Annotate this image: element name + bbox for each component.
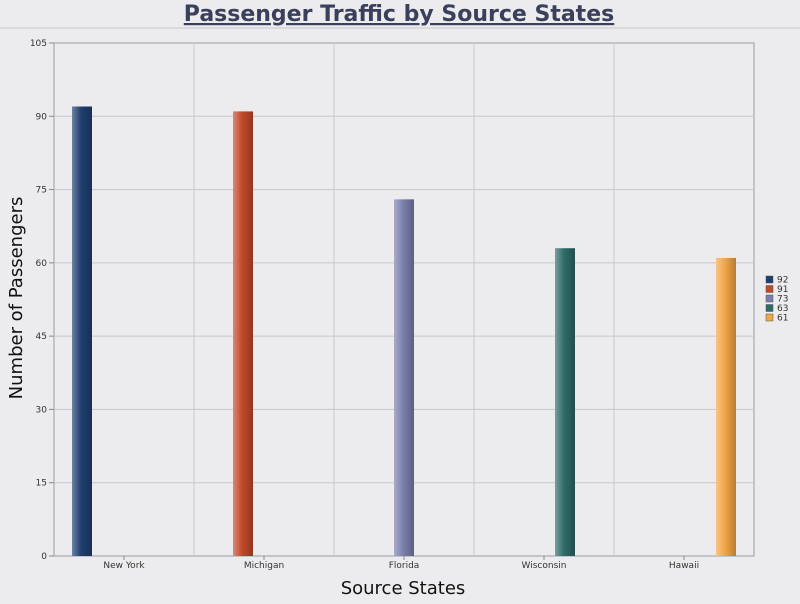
- y-tick-label: 105: [30, 39, 47, 49]
- legend-label: 63: [777, 304, 788, 314]
- legend-label: 91: [777, 285, 788, 295]
- legend-swatch: [765, 294, 774, 303]
- x-axis-ticks: New York Michigan Florida Wisconsin Hawaii: [103, 556, 699, 571]
- x-tick-label: New York: [103, 561, 145, 571]
- y-tick-label: 30: [36, 405, 48, 415]
- chart-title: Passenger Traffic by Source States: [184, 2, 614, 27]
- bar-new-york: [72, 106, 92, 556]
- bar-hawaii: [716, 257, 736, 556]
- x-tick-label: Michigan: [244, 561, 284, 571]
- x-tick-label: Wisconsin: [522, 561, 567, 571]
- gridlines: [54, 43, 754, 556]
- x-axis-label: Source States: [341, 578, 466, 599]
- y-tick-label: 75: [36, 186, 47, 196]
- y-tick-label: 45: [36, 332, 47, 342]
- y-axis-label: Number of Passengers: [6, 197, 27, 400]
- bars: [72, 106, 736, 557]
- bar-florida: [394, 199, 414, 557]
- y-tick-label: 90: [36, 112, 48, 122]
- y-tick-label: 15: [36, 479, 47, 489]
- legend-swatch: [765, 275, 774, 284]
- x-tick-label: Florida: [389, 561, 420, 571]
- legend-swatch: [765, 285, 774, 293]
- bar-michigan: [233, 111, 253, 557]
- legend-label: 73: [777, 295, 788, 305]
- bar-wisconsin: [555, 248, 575, 556]
- legend-swatch: [765, 304, 774, 312]
- y-tick-label: 0: [41, 552, 47, 562]
- legend-label: 61: [777, 314, 788, 324]
- y-tick-label: 60: [36, 259, 48, 269]
- legend-label: 92: [777, 276, 788, 286]
- x-tick-label: Hawaii: [669, 561, 699, 571]
- legend-swatch: [765, 313, 774, 322]
- y-axis-ticks: 0 15 30 45 60 75 90 105: [30, 39, 54, 562]
